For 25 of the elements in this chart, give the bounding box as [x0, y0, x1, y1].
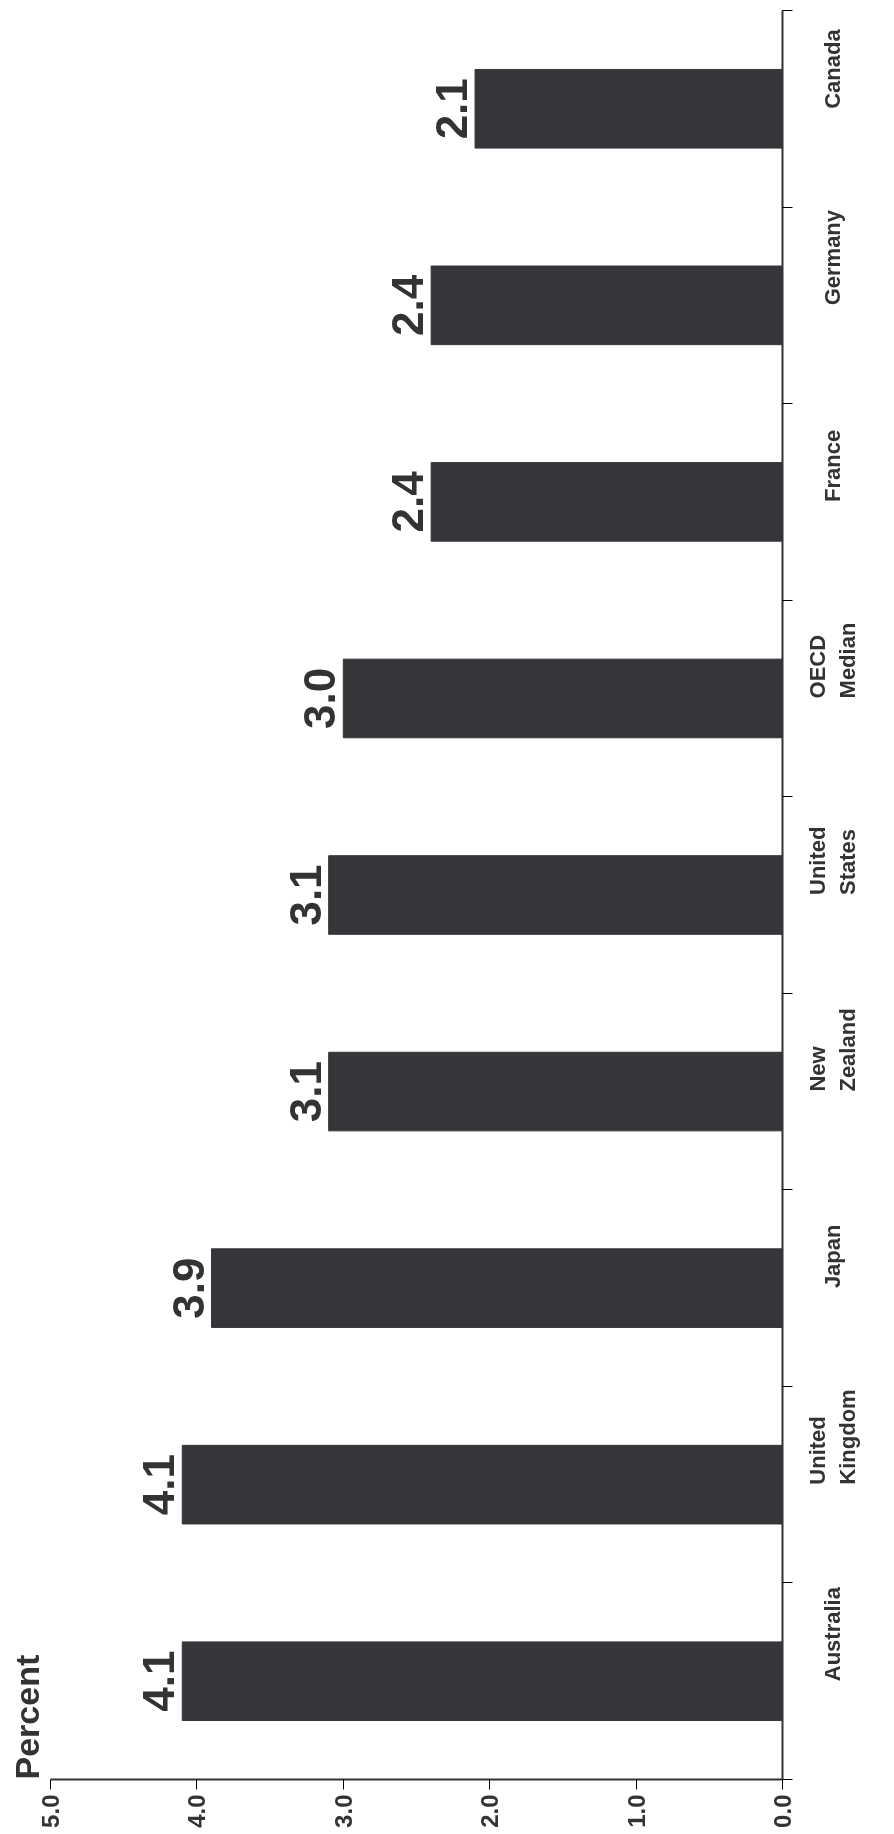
y-tick-label: Australia: [820, 1586, 845, 1682]
x-tick-label: 0.0: [769, 1794, 796, 1828]
x-tick-label: 3.0: [329, 1794, 357, 1828]
y-tick-label: France: [820, 429, 845, 502]
y-tick-label: Japan: [820, 1224, 845, 1289]
x-tick-label: 1.0: [622, 1794, 650, 1828]
y-tick-label: Germany: [820, 209, 845, 306]
x-tick-label: 2.0: [476, 1794, 504, 1828]
data-label: 3.0: [295, 667, 345, 730]
data-label: 3.1: [280, 1060, 330, 1123]
data-label: 4.1: [134, 1454, 184, 1516]
x-tick-label: 5.0: [37, 1794, 64, 1828]
y-tick-label: United States: [805, 826, 860, 895]
y-tick-label: Canada: [820, 28, 845, 109]
x-tick-label: 4.0: [183, 1794, 211, 1828]
data-label: 3.1: [280, 864, 330, 926]
data-label: 3.9: [163, 1257, 213, 1319]
y-tick-label: OECD Median: [805, 622, 860, 699]
data-label: 2.1: [427, 78, 477, 140]
data-label: 2.4: [383, 274, 433, 336]
data-label: 4.1: [134, 1650, 184, 1712]
y-axis-title: Percent: [7, 1654, 46, 1780]
y-tick-label: New Zealand: [805, 1008, 860, 1092]
y-tick-label: United Kingdom: [805, 1389, 860, 1485]
data-label: 2.4: [383, 470, 433, 533]
